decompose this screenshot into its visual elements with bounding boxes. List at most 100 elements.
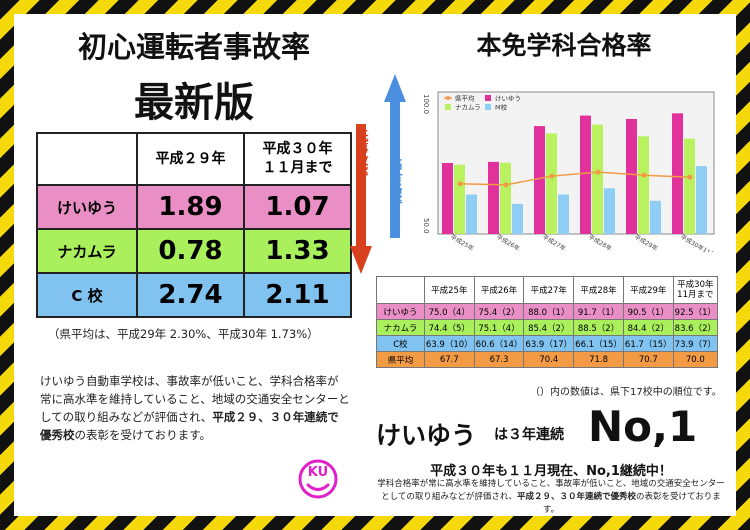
table-header-row: 平成25年 平成26年 平成27年 平成28年 平成29年 平成30年 11月ま…	[376, 276, 719, 304]
header-cell-year: 平成27年	[523, 276, 575, 304]
chart-bar	[558, 194, 569, 234]
legend-swatch	[485, 104, 491, 110]
legend-label: M校	[495, 103, 508, 112]
pass-rate-cell: 84.4（2）	[622, 319, 674, 336]
headline-middle: は３年連続	[494, 427, 564, 443]
pass-rate-cell: 90.5（1）	[622, 303, 674, 320]
x-tick-label: 平成26年	[495, 233, 521, 252]
rate-value: 2.74	[136, 272, 245, 318]
pass-rate-cell: 73.9（7）	[672, 335, 719, 352]
headline-no1: No,1	[588, 402, 698, 451]
chart-bar	[488, 161, 499, 234]
school-name: ナカムラ	[376, 319, 425, 336]
pass-rate-chart: 100.0 50.0 平成25年 平成26年 平成27年 平成28年 平成29年 平成30年1…	[422, 91, 718, 252]
table-row: C校 63.9（10） 60.6（14） 63.9（17） 66.1（15） 6…	[376, 335, 719, 352]
legend-swatch	[485, 95, 491, 101]
chart-bar	[604, 188, 615, 234]
x-tick-label: 平成30年11月まで	[679, 233, 718, 252]
pass-rate-cell: 85.4（2）	[523, 319, 575, 336]
body-paragraph: けいゆう自動車学校は、事故率が低いこと、学科合格率が常に高水準を維持していること…	[40, 372, 350, 444]
arrow-up-icon	[384, 74, 406, 238]
logo-text: KU	[307, 465, 329, 480]
average-point	[595, 169, 601, 175]
chart-bar	[580, 115, 591, 234]
table-row: 県平均 67.7 67.3 70.4 71.8 70.7 70.0	[376, 351, 719, 368]
body-text: けいゆう自動車学校は、事故率が低いこと、学科合格率が常に高水準を維持していること…	[40, 374, 350, 424]
footer-bold: 平成２９、３０年連続で優秀校	[517, 492, 637, 502]
chart-bar	[512, 203, 523, 234]
x-tick-label: 平成27年	[541, 233, 567, 252]
low-accident-label: 低事故率	[355, 130, 369, 178]
rate-value: 1.33	[243, 228, 352, 274]
school-name: けいゆう	[36, 184, 138, 230]
average-point	[457, 181, 463, 187]
pass-rate-cell: 61.7（15）	[622, 335, 674, 352]
pass-rate-cell: 91.7（1）	[573, 303, 624, 320]
table-row: ナカムラ 0.78 1.33	[36, 228, 352, 274]
header-cell-h30: 平成３０年 １１月まで	[243, 132, 352, 186]
headline-school: けいゆう	[376, 421, 477, 450]
chart-bar	[546, 133, 557, 234]
average-point	[549, 173, 555, 179]
plot-area	[437, 91, 715, 235]
average-note: （県平均は、平成29年 2.30%、平成30年 1.73%）	[48, 327, 319, 341]
footer-text: 学科合格率が常に高水準を維持していること、事故率が低いこと、地域の交通安全センタ…	[377, 479, 725, 502]
average-point	[641, 172, 647, 178]
header-cell-year: 平成28年	[573, 276, 624, 304]
x-tick-label: 平成29年	[633, 233, 659, 252]
header-cell-year: 平成29年	[622, 276, 674, 304]
chart-bar	[672, 113, 683, 234]
rate-value: 0.78	[136, 228, 245, 274]
chart-bar	[442, 163, 453, 234]
pass-rate-table: 平成25年 平成26年 平成27年 平成28年 平成29年 平成30年 11月ま…	[376, 276, 719, 368]
chart-bar	[650, 200, 661, 234]
pass-rate-cell: 75.4（2）	[473, 303, 525, 320]
school-name: C校	[376, 335, 425, 352]
chart-bar	[684, 138, 695, 234]
header-cell-empty	[376, 276, 425, 304]
x-tick-label: 平成25年	[449, 233, 475, 252]
pass-rate-cell: 83.6（2）	[672, 319, 719, 336]
rate-value: 2.11	[243, 272, 352, 318]
body-end: の表彰を受けております。	[74, 428, 212, 442]
table-row: C 校 2.74 2.11	[36, 272, 352, 318]
header-cell-year: 平成26年	[473, 276, 525, 304]
x-tick-label: 平成28年	[587, 233, 613, 252]
pass-rate-cell: 70.7	[622, 351, 674, 368]
chart-bar	[534, 126, 545, 234]
header-cell-year: 平成25年	[423, 276, 475, 304]
left-subtitle: 最新版	[134, 80, 254, 126]
table-header-row: 平成２９年 平成３０年 １１月まで	[36, 132, 352, 186]
table-row: けいゆう 1.89 1.07	[36, 184, 352, 230]
pass-rate-cell: 75.1（4）	[473, 319, 525, 336]
high-pass-label: 高合格率	[389, 158, 403, 206]
school-name: ナカムラ	[36, 228, 138, 274]
legend-label: 県平均	[455, 94, 475, 103]
arrow-down-icon	[350, 124, 372, 274]
average-point	[687, 174, 693, 180]
logo-icon	[298, 459, 338, 499]
chart-bar	[500, 162, 511, 234]
chart-bar	[626, 118, 637, 234]
legend-label: ナカムラ	[455, 104, 481, 112]
chart-bar	[696, 166, 707, 234]
school-logo: KU	[297, 458, 339, 500]
rate-value: 1.07	[243, 184, 352, 230]
y-tick-label: 50.0	[422, 218, 430, 234]
school-name: C 校	[36, 272, 138, 318]
pass-rate-cell: 88.0（1）	[523, 303, 575, 320]
footer-end: の表彰を受けております。	[542, 492, 721, 515]
pass-rate-cell: 75.0（4）	[423, 303, 475, 320]
pass-rate-cell: 70.4	[523, 351, 575, 368]
pass-rate-cell: 67.7	[423, 351, 475, 368]
chart-bar	[466, 194, 477, 234]
school-name: けいゆう	[376, 303, 425, 320]
average-point	[503, 182, 509, 188]
legend-label: けいゆう	[495, 95, 521, 103]
rate-value: 1.89	[136, 184, 245, 230]
high-pass-arrow: 高合格率	[384, 74, 406, 238]
pass-rate-cell: 74.4（5）	[423, 319, 475, 336]
pass-rate-cell: 63.9（10）	[423, 335, 475, 352]
chart-bar	[454, 164, 465, 234]
average-line	[459, 171, 691, 186]
